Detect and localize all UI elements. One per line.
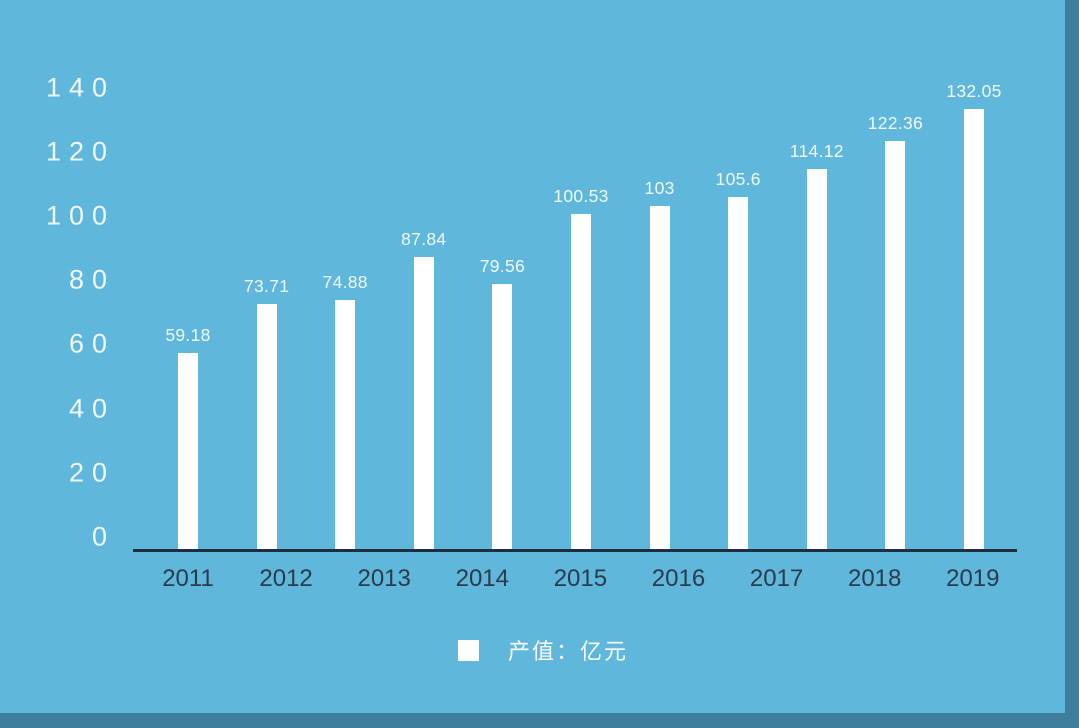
bar-value-label: 105.6 bbox=[715, 169, 761, 190]
y-tick-label: 80 bbox=[68, 264, 115, 295]
x-tick-label: 2012 bbox=[259, 565, 313, 592]
legend-label: 产值：亿元 bbox=[508, 639, 629, 664]
x-tick-label: 2015 bbox=[553, 565, 608, 592]
y-tick-label: 100 bbox=[45, 200, 115, 231]
bar bbox=[885, 141, 906, 551]
y-tick-label: 120 bbox=[45, 136, 115, 167]
x-tick-label: 2016 bbox=[651, 565, 706, 592]
bar-value-label: 122.36 bbox=[867, 113, 924, 134]
x-tick-label: 2014 bbox=[455, 565, 509, 592]
bar-value-label: 73.71 bbox=[243, 276, 290, 297]
bar-value-label: 100.53 bbox=[553, 186, 609, 207]
x-tick-label: 2017 bbox=[749, 565, 804, 592]
bar-value-label: 74.88 bbox=[322, 272, 368, 293]
y-tick-label: 60 bbox=[68, 328, 115, 359]
x-tick-label: 2019 bbox=[946, 565, 1000, 592]
bar bbox=[806, 168, 827, 551]
x-axis-line bbox=[133, 549, 1017, 552]
bar bbox=[649, 205, 670, 551]
bar bbox=[964, 108, 984, 551]
bar bbox=[492, 284, 513, 551]
bar bbox=[571, 214, 591, 551]
x-tick-label: 2011 bbox=[162, 565, 214, 592]
bar bbox=[728, 197, 749, 551]
bar bbox=[178, 352, 198, 551]
bar-value-label: 87.84 bbox=[401, 228, 447, 249]
bar-value-label: 103 bbox=[644, 177, 675, 198]
y-tick-label: 20 bbox=[68, 457, 115, 488]
bar bbox=[413, 256, 434, 551]
x-tick-label: 2018 bbox=[847, 565, 902, 592]
y-tick-label: 0 bbox=[91, 521, 115, 552]
bar-value-label: 59.18 bbox=[165, 324, 211, 345]
right-edge-strip bbox=[1065, 0, 1079, 728]
bar bbox=[256, 304, 277, 551]
bar-value-label: 114.12 bbox=[789, 140, 844, 161]
x-tick-label: 2013 bbox=[357, 565, 411, 592]
bar bbox=[335, 300, 356, 551]
bar-value-label: 79.56 bbox=[479, 256, 526, 277]
y-tick-label: 40 bbox=[68, 393, 115, 423]
legend: 产值：亿元 bbox=[458, 634, 628, 666]
bottom-edge-strip bbox=[0, 713, 1079, 728]
bar-value-label: 132.05 bbox=[946, 80, 1002, 101]
legend-swatch bbox=[458, 639, 479, 661]
y-tick-label: 140 bbox=[45, 72, 115, 103]
